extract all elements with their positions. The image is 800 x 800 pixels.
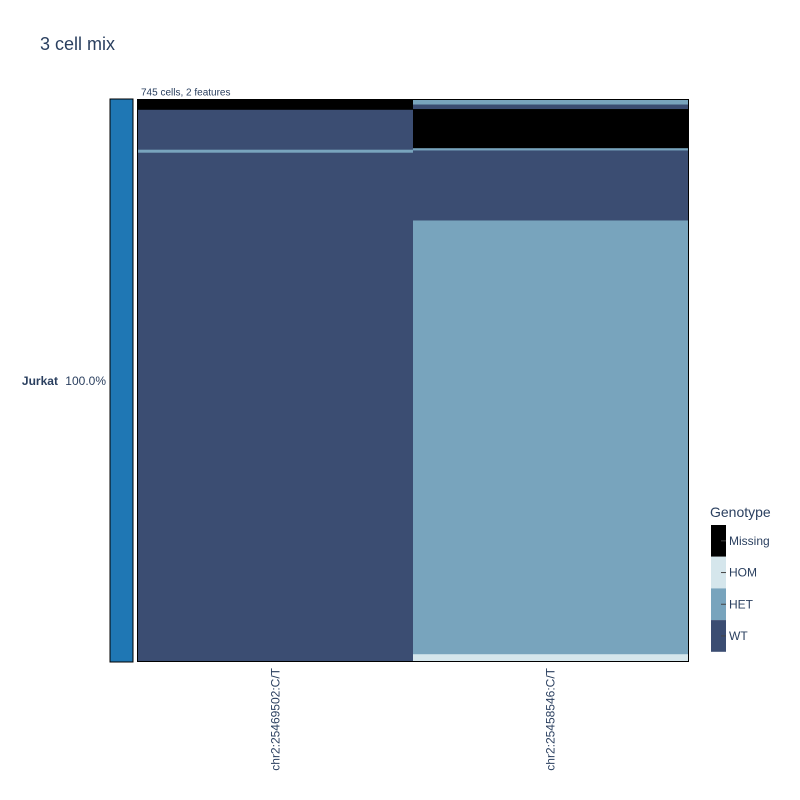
legend-swatch-het [711,588,726,621]
heatmap-segment-wt [138,109,413,151]
clone-label: Jurkat 100.0% [22,374,106,388]
legend-title: Genotype [710,504,771,520]
clone-label-name: Jurkat [22,374,58,388]
heatmap-segment-het [413,100,688,105]
chart-subtitle: 745 cells, 2 features [141,88,231,99]
clone-label-pct: 100.0% [65,374,106,388]
legend-swatch-missing [711,525,726,557]
heatmap-segment-missing [413,109,688,149]
heatmap-segment-wt [413,150,688,221]
heatmap-segment-missing [138,100,413,111]
x-tick-label: chr2:25469502:C/T [269,667,283,770]
genotype-legend: Missing HOM HET WT [711,525,770,652]
chart-title: 3 cell mix [40,34,115,54]
legend-label-het: HET [729,597,754,611]
legend-swatch-hom [711,556,726,589]
heatmap-segment-wt [413,104,688,110]
heatmap-border [137,99,689,662]
heatmap-cells [138,100,688,662]
heatmap-segment-het [413,220,688,655]
heatmap-segment-het [413,148,688,151]
clone-annotation-bar [109,98,134,663]
legend-label-missing: Missing [729,534,770,548]
x-tick-label: chr2:25458546:C/T [544,667,558,770]
legend-label-wt: WT [729,629,748,643]
heatmap-segment-het [138,149,413,154]
legend-label-hom: HOM [729,566,757,580]
heatmap-segment-hom [413,654,688,662]
x-axis-ticks: chr2:25469502:C/T chr2:25458546:C/T [269,667,558,770]
legend-swatch-wt [711,620,726,652]
heatmap-segment-wt [138,152,413,662]
